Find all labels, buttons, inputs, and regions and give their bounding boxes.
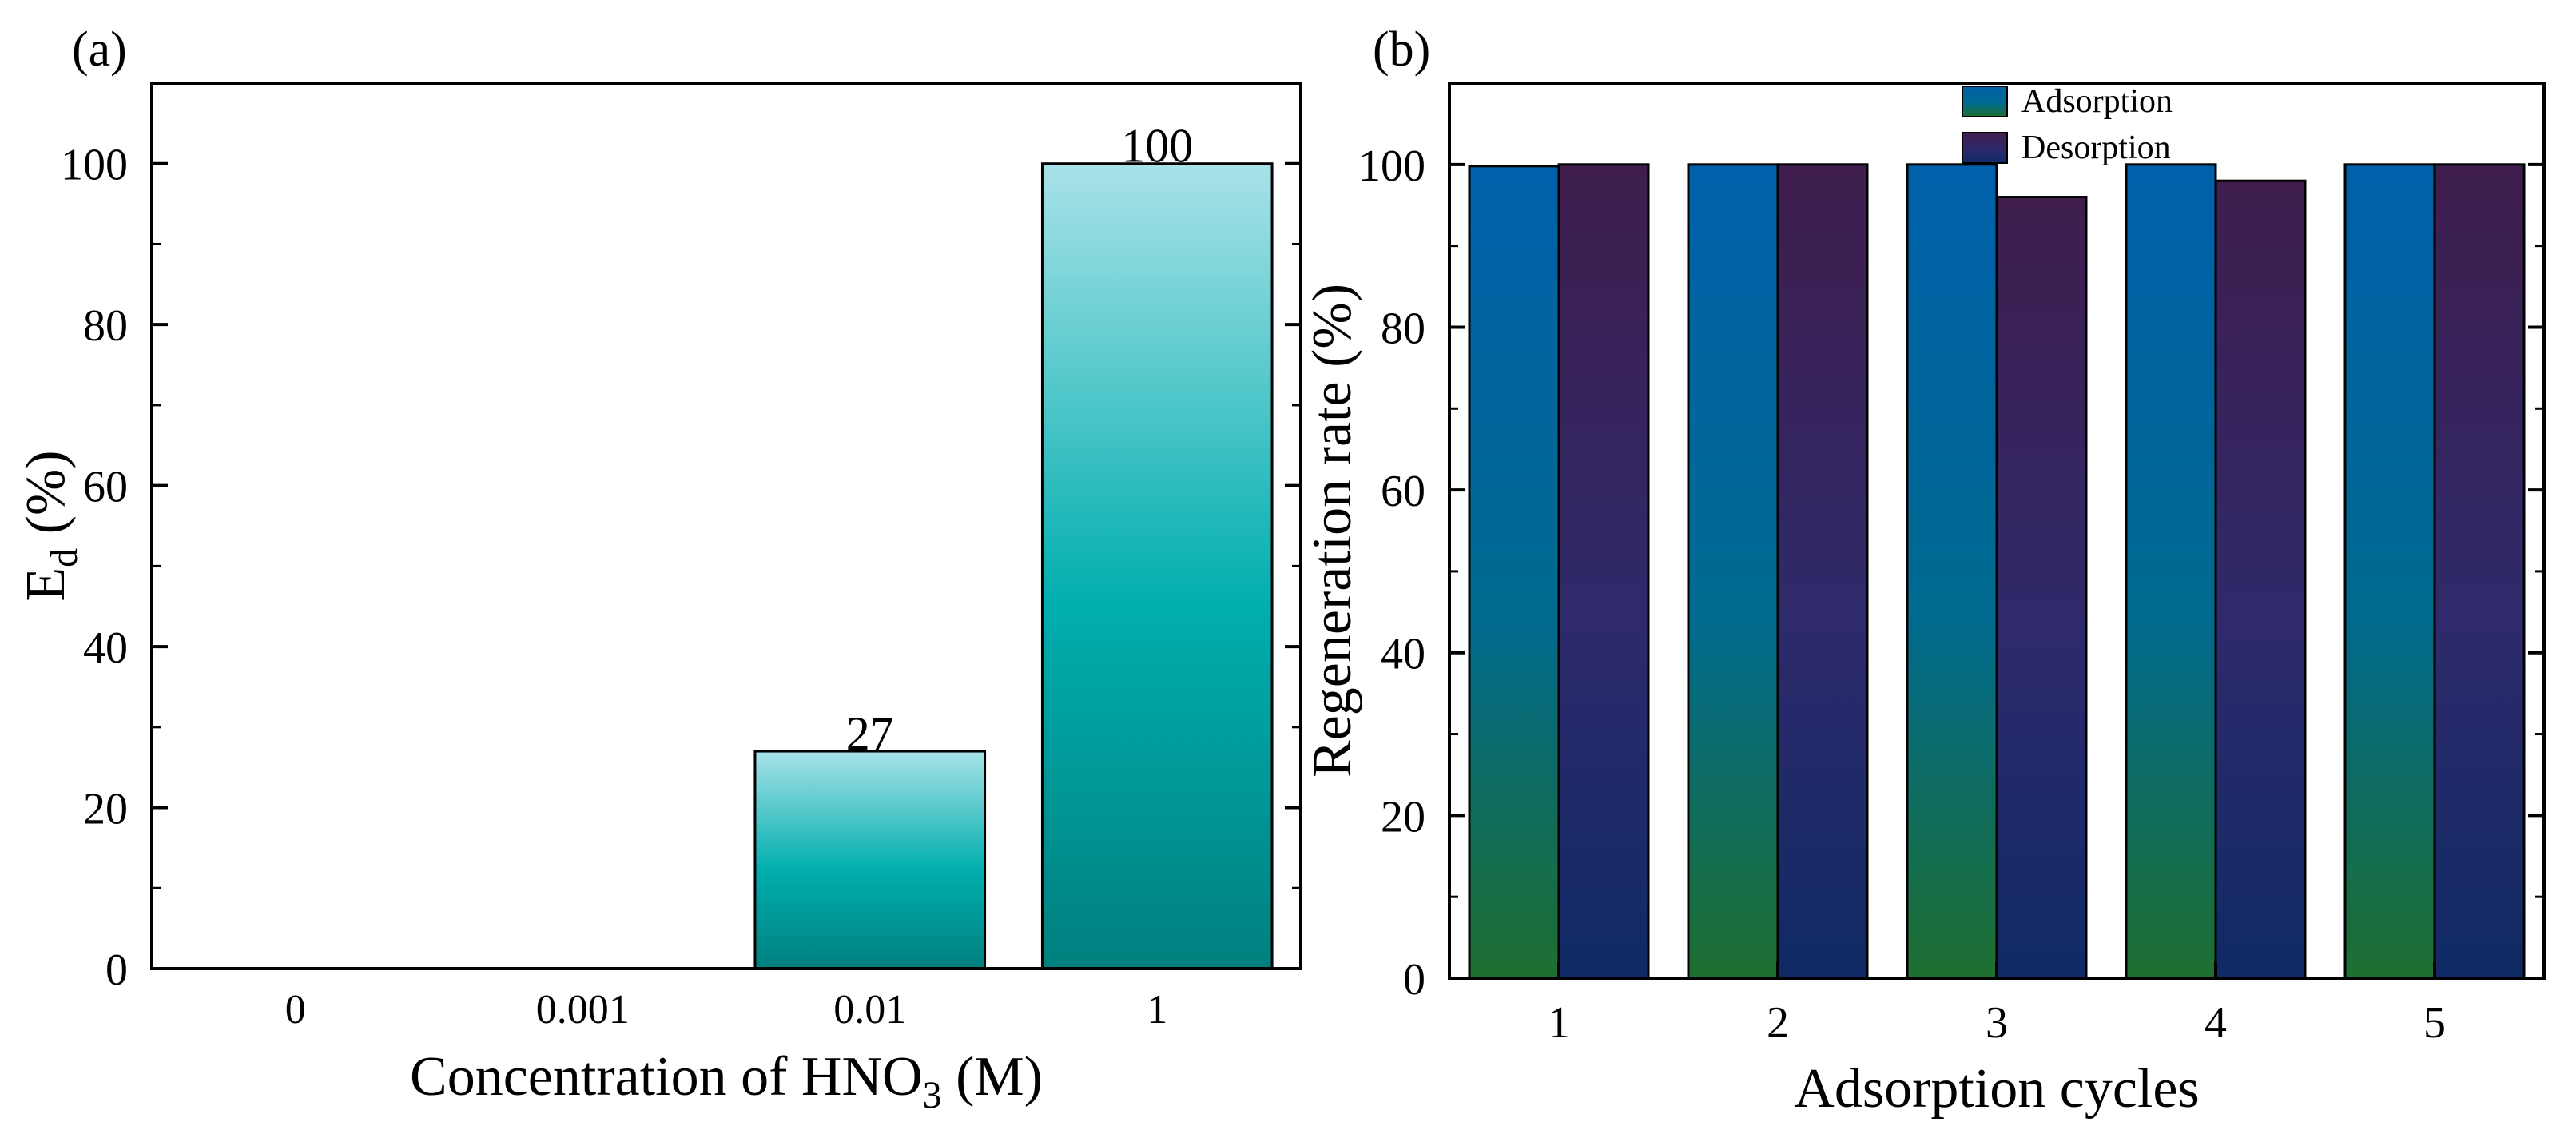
panel-b-y-tick-label: 0	[1403, 955, 1425, 1005]
panel-b-x-tick-label: 2	[1767, 998, 1789, 1048]
panel-b-bar-desorption	[2433, 163, 2526, 980]
panel-b-x-axis: 1 2 3 4 5	[1548, 962, 2446, 1048]
panel-a-x-tick-label: 0.01	[833, 987, 906, 1033]
panel-b-legend: Adsorption Desorption	[1962, 83, 2173, 166]
legend-swatch-desorption	[1962, 132, 2008, 164]
panel-b-y-tick-label: 20	[1381, 792, 1425, 842]
panel-b-frame	[1448, 82, 2546, 980]
panel-b-bar-adsorption	[1687, 163, 1779, 980]
panel-a-x-tick-label: 0	[285, 987, 306, 1033]
legend-label-adsorption: Adsorption	[2021, 83, 2173, 120]
panel-a-label: (a)	[72, 22, 127, 77]
panel-a-frame	[150, 82, 1302, 970]
panel-b-x-tick-label: 5	[2423, 998, 2446, 1048]
panel-a-chart: (a) 27 100 0 20 40 60 80 100 0 0.001 0.01 1 Conce…	[15, 22, 1302, 1116]
panel-b-bar-adsorption	[1468, 165, 1560, 980]
panel-a-x-tick-label: 1	[1147, 987, 1167, 1033]
panel-a-x-axis: 0 0.001 0.01 1	[285, 987, 1168, 1033]
panel-b-bar-adsorption	[2343, 163, 2436, 980]
panel-a-bars	[753, 162, 1274, 970]
panel-a-y-tick-label: 20	[83, 785, 128, 834]
panel-a-data-label: 27	[846, 707, 894, 760]
panel-b-bar-desorption	[1557, 163, 1650, 980]
panel-b-bar-desorption	[1776, 163, 1869, 980]
panel-b-bar-desorption	[1995, 196, 2088, 980]
panel-b-label: (b)	[1373, 22, 1430, 77]
panel-a-y-tick-label: 60	[83, 463, 128, 512]
legend-label-desorption: Desorption	[2021, 129, 2171, 166]
panel-b-bars	[1468, 163, 2526, 980]
panel-a-y-tick-label: 100	[61, 141, 128, 190]
panel-a-y-tick-label: 40	[83, 623, 128, 673]
panel-a-data-label: 100	[1121, 120, 1193, 173]
panel-a-bar	[753, 750, 987, 970]
legend-swatch-adsorption	[1962, 86, 2008, 117]
panel-b-bar-desorption	[2214, 179, 2307, 980]
panel-b-x-axis-label: Adsorption cycles	[1794, 1058, 2199, 1120]
panel-b-chart: (b) 0 20 40 60 80 100 1 2 3 4 5 Adsorption Desorpt…	[1302, 22, 2546, 1120]
panel-b-bar-adsorption	[1906, 163, 1998, 980]
panel-b-y-axis-label: Regeneration rate (%)	[1302, 284, 1363, 778]
panel-a-data-labels: 27 100	[846, 120, 1194, 760]
panel-b-y-tick-label: 100	[1358, 141, 1425, 191]
panel-a-y-axis: 0 20 40 60 80 100	[61, 141, 1301, 995]
panel-b-x-tick-label: 4	[2204, 998, 2227, 1048]
panel-a-y-tick-label: 80	[83, 301, 128, 351]
panel-a-x-tick-label: 0.001	[536, 987, 630, 1033]
panel-b-y-tick-label: 60	[1381, 467, 1425, 516]
panel-a-x-axis-label: Concentration of HNO3 (M)	[410, 1046, 1043, 1116]
panel-b-y-tick-label: 80	[1381, 304, 1425, 353]
panel-b-x-tick-label: 1	[1548, 998, 1570, 1048]
panel-b-x-tick-label: 3	[1986, 998, 2008, 1048]
panel-b-bar-adsorption	[2125, 163, 2217, 980]
panel-a-bar	[1040, 162, 1274, 970]
panel-b-y-tick-label: 40	[1381, 630, 1425, 679]
panel-a-y-axis-label: Ed (%)	[15, 450, 85, 601]
panel-a-y-tick-label: 0	[105, 945, 128, 995]
